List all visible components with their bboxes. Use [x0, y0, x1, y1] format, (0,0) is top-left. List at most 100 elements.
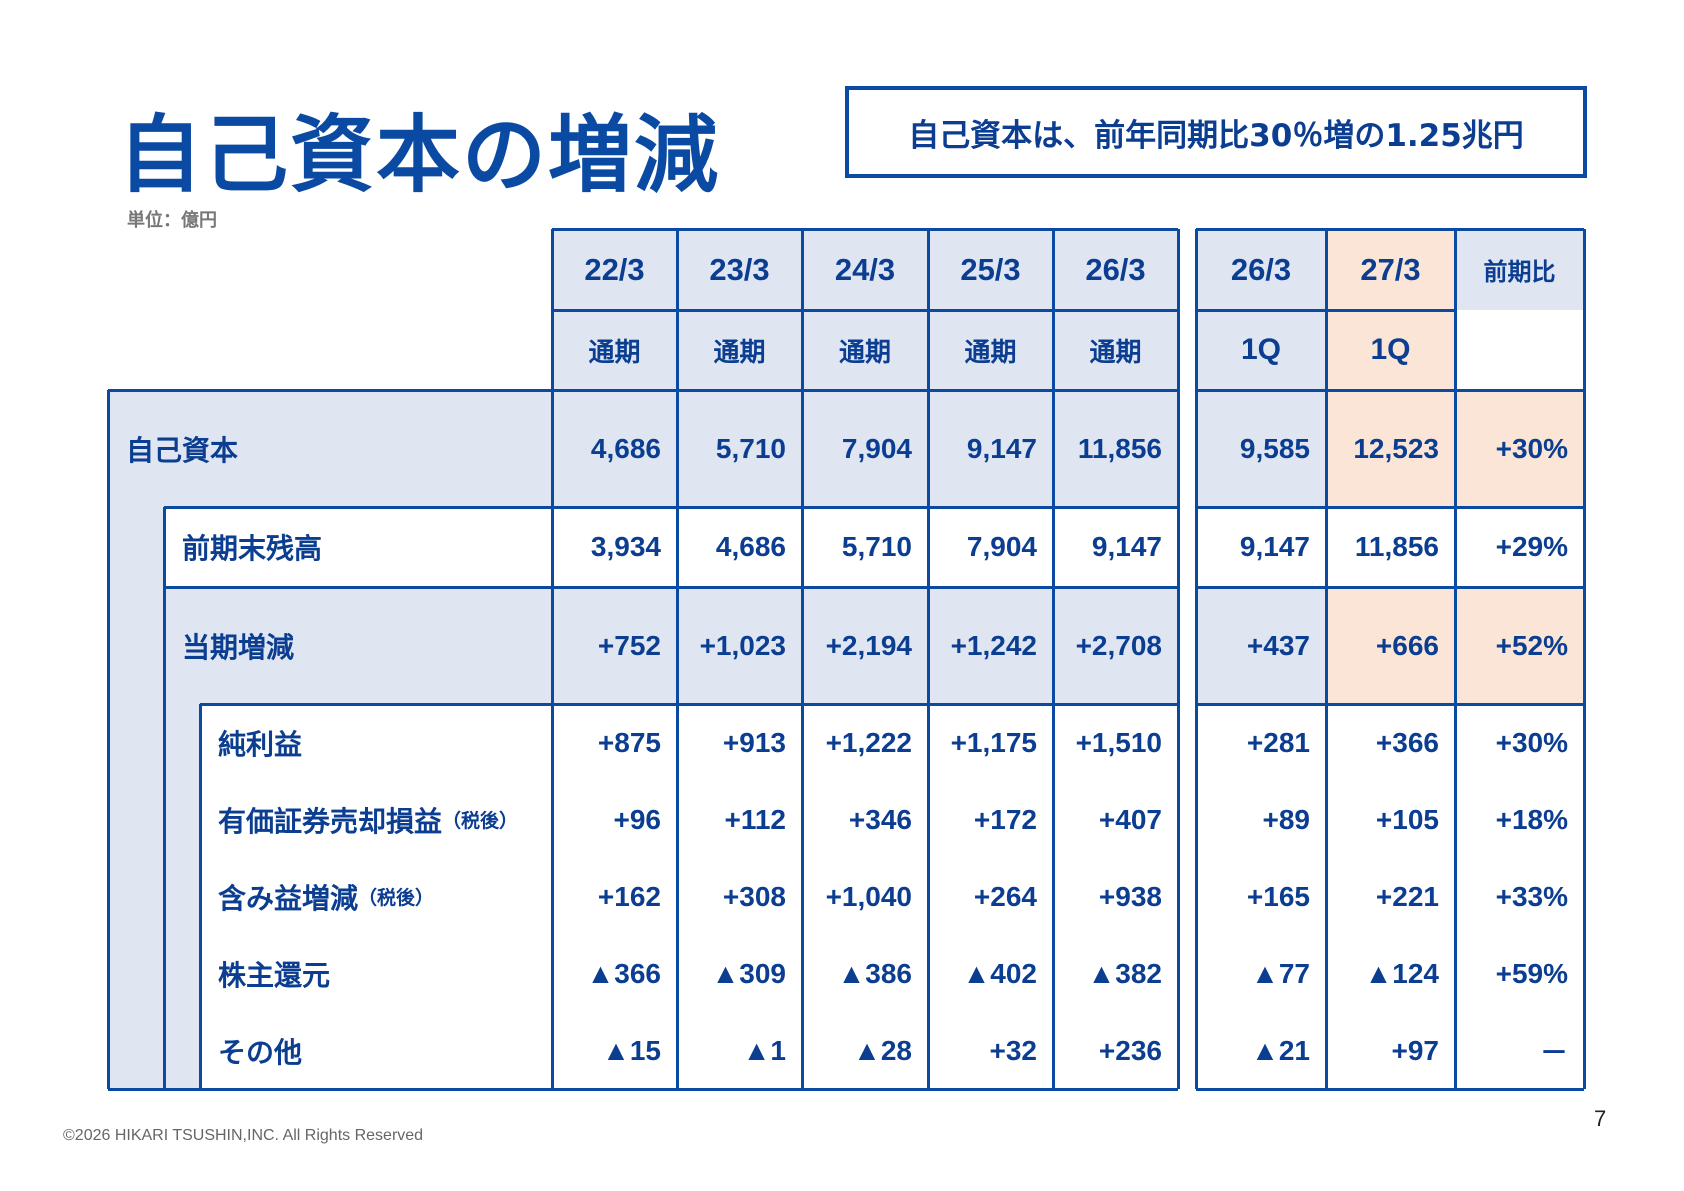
table-cell: +221: [1375, 880, 1439, 912]
table-rule: [108, 388, 1178, 392]
table-cell: 9,147: [966, 432, 1037, 464]
table-cell: +97: [1391, 1034, 1440, 1066]
unit-label: 単位：億円: [127, 210, 217, 231]
change-cell: +52%: [1495, 629, 1568, 661]
table-cell: +96: [613, 803, 662, 835]
table-cell: +264: [973, 880, 1037, 912]
column-type-header: 通期: [1089, 337, 1142, 368]
table-rule: [1051, 229, 1055, 1089]
table-cell: 12,523: [1353, 432, 1439, 464]
table-cell: 11,856: [1077, 432, 1162, 464]
table-rule: [1194, 229, 1198, 1089]
table-cell: ▲28: [853, 1034, 912, 1066]
table-cell: 3,934: [590, 531, 661, 562]
change-cell: +18%: [1495, 803, 1568, 835]
table-cell: +236: [1098, 1034, 1162, 1066]
table-cell: +366: [1375, 726, 1439, 758]
table-cell: +913: [722, 726, 786, 758]
page-number: 7: [1594, 1106, 1607, 1131]
table-cell: +2,708: [1075, 629, 1162, 661]
table-cell: +172: [973, 803, 1037, 835]
table-rule: [926, 229, 930, 1089]
row-label: 純利益: [218, 704, 302, 781]
table-cell: +437: [1246, 629, 1310, 661]
row-label-text: 有価証券売却損益: [218, 804, 443, 838]
table-cell: +2,194: [825, 629, 912, 661]
row-label: 当期増減: [182, 587, 294, 704]
table-rule: [164, 505, 1178, 509]
table-rule: [200, 702, 1178, 706]
column-type-header: 通期: [964, 337, 1017, 368]
table-cell: 9,147: [1239, 531, 1310, 562]
row-label: 前期末残高: [182, 507, 322, 587]
row-label: 株主還元: [218, 935, 330, 1012]
table-rule: [552, 227, 1178, 231]
column-period-header: 27/3: [1360, 251, 1421, 287]
column-period-header: 26/3: [1230, 251, 1292, 287]
table-cell: +165: [1246, 880, 1310, 912]
column-period-header: 22/3: [584, 251, 645, 287]
row-label-note: （税後）: [358, 887, 435, 909]
change-cell: +59%: [1495, 957, 1568, 989]
table-cell: ▲15: [602, 1034, 661, 1066]
table-cell: +1,175: [950, 726, 1037, 758]
table-cell: 4,686: [715, 531, 786, 562]
table-cell: +112: [724, 803, 786, 835]
table-cell: ▲382: [1087, 957, 1162, 989]
column-period-header: 26/3: [1085, 251, 1146, 287]
table-cell: 9,585: [1239, 432, 1310, 464]
table-rule: [1324, 229, 1328, 1089]
change-cell: +29%: [1495, 531, 1568, 562]
row-label: 自己資本: [126, 390, 238, 507]
row-label-text: 当期増減: [182, 630, 295, 664]
header-fill-blank: [1455, 310, 1584, 390]
row-label-note: （税後）: [442, 810, 519, 832]
table-rule: [198, 704, 202, 1089]
table-rule: [1196, 227, 1584, 231]
table-rule: [800, 229, 804, 1089]
headline-text: 自己資本は、前年同期比30％増の1.25兆円: [908, 117, 1524, 154]
table-rule: [1196, 1087, 1584, 1091]
page-title: 自己資本の増減: [118, 106, 721, 204]
row-label-text: 自己資本: [126, 433, 239, 467]
row-highlight: [1196, 390, 1326, 507]
table-cell: 4,686: [590, 432, 661, 464]
row-highlight: [1196, 587, 1326, 704]
table-cell: ▲366: [586, 957, 661, 989]
table-cell: 5,710: [715, 432, 786, 464]
table-cell: ▲124: [1364, 957, 1439, 989]
row-label-text: 含み益増減: [218, 881, 359, 915]
column-period-header: 24/3: [834, 251, 896, 287]
column-type-header: 1Q: [1370, 333, 1411, 366]
table-cell: 11,856: [1354, 531, 1439, 562]
row-label-text: その他: [218, 1035, 303, 1069]
table-cell: +666: [1375, 629, 1439, 661]
table-cell: +752: [597, 629, 661, 661]
header-fill: [1455, 229, 1584, 310]
table-cell: ▲386: [837, 957, 912, 989]
table-cell: ▲1: [742, 1034, 786, 1066]
column-type-header: 通期: [838, 337, 891, 368]
table-cell: +308: [722, 880, 786, 912]
row-label: 有価証券売却損益 （税後）: [218, 781, 518, 858]
table-rule: [106, 390, 110, 1089]
column-type-header: 通期: [588, 337, 641, 368]
table-cell: +938: [1098, 880, 1162, 912]
table-rule: [162, 507, 166, 1089]
table-cell: +1,510: [1075, 726, 1162, 758]
table-rule: [1196, 702, 1584, 706]
row-label-text: 株主還元: [218, 958, 331, 992]
table-cell: 5,710: [841, 531, 912, 562]
table-cell: +162: [597, 880, 661, 912]
column-type-header: 通期: [713, 337, 766, 368]
table-cell: ▲402: [962, 957, 1037, 989]
change-cell: +30%: [1495, 432, 1568, 464]
table-cell: +281: [1246, 726, 1310, 758]
table-cell: +407: [1098, 803, 1162, 835]
table-rule: [550, 229, 554, 1089]
row-label: その他: [218, 1012, 302, 1089]
table-cell: +1,242: [950, 629, 1037, 661]
table-rule: [1196, 388, 1584, 392]
row-label-text: 純利益: [218, 727, 303, 761]
